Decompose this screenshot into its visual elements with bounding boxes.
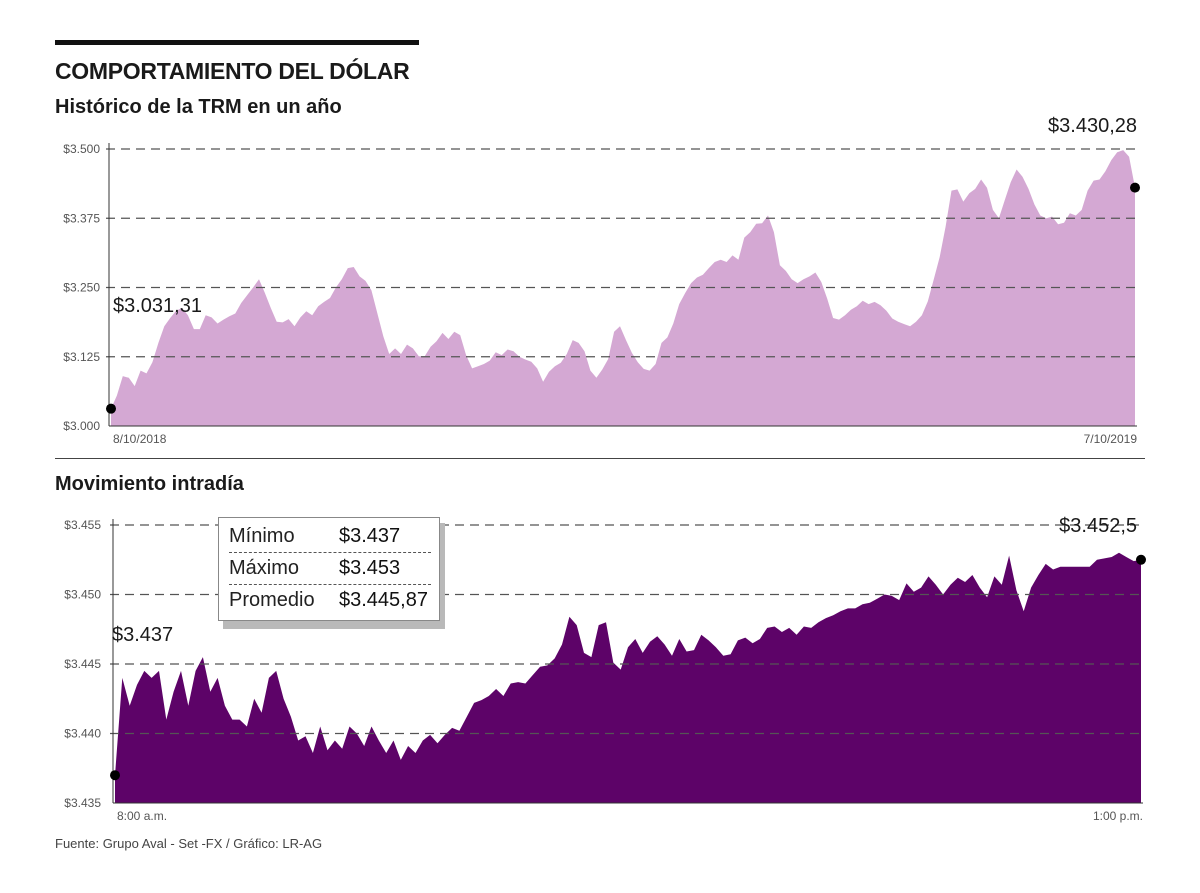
y-tick-label: $3.445 — [64, 657, 101, 671]
intraday-subtitle: Movimiento intradía — [55, 473, 244, 495]
y-tick-label: $3.440 — [64, 727, 101, 741]
stat-value: $3.453 — [339, 557, 401, 579]
start-point-marker — [110, 770, 120, 781]
y-tick-label: $3.250 — [63, 281, 100, 295]
source-note: Fuente: Grupo Aval - Set -FX / Gráfico: … — [55, 836, 323, 851]
end-value-label: $3.430,28 — [1048, 115, 1137, 137]
stat-label: Promedio — [229, 589, 315, 611]
stat-value: $3.437 — [339, 525, 401, 547]
history-subtitle: Histórico de la TRM en un año — [55, 96, 342, 118]
end-point-marker — [1130, 182, 1140, 193]
area-series — [115, 552, 1141, 803]
stat-row-min: Mínimo $3.437 — [229, 521, 431, 553]
y-tick-label: $3.455 — [64, 518, 101, 532]
y-tick-label: $3.375 — [63, 211, 100, 225]
x-tick-label-end: 7/10/2019 — [1084, 432, 1138, 446]
end-value-label: $3.452,5 — [1059, 515, 1137, 537]
x-tick-label-start: 8:00 a.m. — [117, 809, 167, 823]
y-tick-label: $3.125 — [63, 350, 100, 364]
y-tick-label: $3.000 — [63, 419, 100, 433]
start-point-marker — [106, 403, 116, 414]
x-tick-label-end: 1:00 p.m. — [1093, 809, 1143, 823]
intraday-chart: $3.435 $3.440 $3.445 $3.450 $3.455 8:00 a.m. 1… — [64, 515, 1146, 823]
x-tick-label-start: 8/10/2018 — [113, 432, 167, 446]
history-chart: $3.000 $3.125 $3.250 $3.375 $3.500 8/10/2018 7… — [63, 115, 1140, 446]
end-point-marker — [1136, 554, 1146, 565]
section-divider — [55, 458, 1145, 459]
start-value-label: $3.031,31 — [113, 295, 202, 317]
stat-label: Máximo — [229, 557, 300, 579]
y-tick-label: $3.435 — [64, 796, 101, 810]
start-value-label: $3.437 — [112, 624, 173, 646]
y-tick-label: $3.450 — [64, 588, 101, 602]
stat-value: $3.445,87 — [339, 589, 428, 611]
page-title: COMPORTAMIENTO DEL DÓLAR — [55, 58, 410, 84]
top-rule — [55, 40, 419, 45]
y-tick-label: $3.500 — [63, 142, 100, 156]
stats-box: Mínimo $3.437 Máximo $3.453 Promedio $3.… — [218, 517, 440, 621]
stat-row-avg: Promedio $3.445,87 — [229, 585, 431, 616]
stat-label: Mínimo — [229, 525, 295, 547]
stat-row-max: Máximo $3.453 — [229, 553, 431, 585]
